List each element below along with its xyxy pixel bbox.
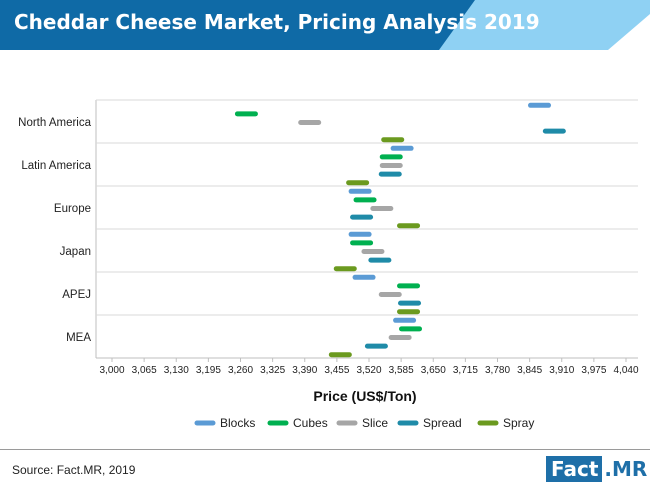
x-tick-label: 3,975 bbox=[581, 365, 606, 376]
category-label: APEJ bbox=[62, 289, 91, 301]
x-tick-label: 3,780 bbox=[485, 365, 510, 376]
x-tick-label: 4,040 bbox=[613, 365, 638, 376]
x-tick-label: 3,195 bbox=[196, 365, 221, 376]
legend-label-spread: Spread bbox=[423, 416, 462, 430]
legend-label-slice: Slice bbox=[362, 416, 388, 430]
x-tick-label: 3,130 bbox=[164, 365, 189, 376]
category-label: Europe bbox=[54, 203, 91, 215]
x-tick-label: 3,390 bbox=[292, 365, 317, 376]
x-tick-label: 3,845 bbox=[517, 365, 542, 376]
banner-main bbox=[0, 0, 475, 50]
category-label: Japan bbox=[60, 246, 91, 258]
category-label: Latin America bbox=[21, 160, 91, 172]
legend-label-spray: Spray bbox=[503, 416, 534, 430]
banner-shape bbox=[0, 0, 650, 50]
legend-label-cubes: Cubes bbox=[293, 416, 328, 430]
legend: Blocks Cubes Slice Spread Spray bbox=[194, 416, 534, 430]
legend-label-blocks: Blocks bbox=[220, 416, 255, 430]
banner-stripe-light bbox=[434, 0, 650, 50]
x-tick-label: 3,715 bbox=[453, 365, 478, 376]
x-tick-label: 3,325 bbox=[260, 365, 285, 376]
logo-word: Fact bbox=[546, 456, 603, 482]
pricing-chart: North America Latin America Europe Japan APE… bbox=[18, 99, 639, 430]
x-tick-label: 3,650 bbox=[421, 365, 446, 376]
page-title: Cheddar Cheese Market, Pricing Analysis … bbox=[14, 10, 540, 34]
title-banner: Cheddar Cheese Market, Pricing Analysis … bbox=[0, 0, 650, 50]
source-note: Source: Fact.MR, 2019 bbox=[12, 463, 136, 477]
logo-suffix: MR bbox=[612, 457, 648, 481]
x-axis-label: Price (US$/Ton) bbox=[313, 388, 416, 404]
chart-grid bbox=[95, 99, 638, 359]
x-axis: 3,000 3,065 3,130 3,195 3,260 3,325 3,390 3,455… bbox=[99, 358, 639, 376]
fact-mr-logo: Fact . MR bbox=[546, 456, 647, 482]
x-tick-label: 3,455 bbox=[324, 365, 349, 376]
logo-dot: . bbox=[604, 457, 613, 481]
x-tick-label: 3,910 bbox=[549, 365, 574, 376]
footer-divider bbox=[0, 449, 650, 450]
x-tick-label: 3,000 bbox=[99, 365, 124, 376]
x-tick-label: 3,520 bbox=[356, 365, 381, 376]
chart-marks bbox=[234, 102, 566, 358]
x-tick-label: 3,260 bbox=[228, 365, 253, 376]
category-label: MEA bbox=[66, 332, 91, 344]
category-axis: North America Latin America Europe Japan APE… bbox=[18, 117, 91, 344]
x-tick-label: 3,585 bbox=[389, 365, 414, 376]
category-label: North America bbox=[18, 117, 91, 129]
x-tick-label: 3,065 bbox=[132, 365, 157, 376]
